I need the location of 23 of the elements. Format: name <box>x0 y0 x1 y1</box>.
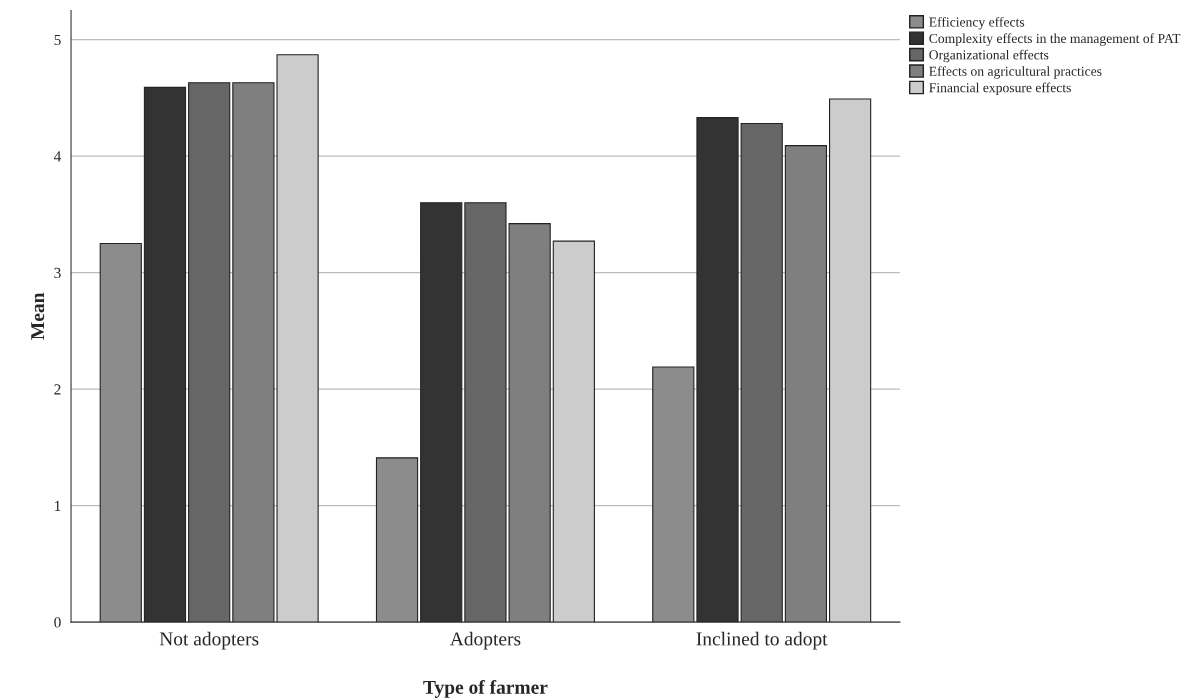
y-tick-label: 3 <box>54 267 61 279</box>
legend-label: Efficiency effects <box>929 16 1025 30</box>
x-tick-label: Inclined to adopt <box>696 631 828 650</box>
bar <box>188 82 231 623</box>
legend-label: Organizational effects <box>929 49 1049 63</box>
bar <box>552 240 595 623</box>
y-tick-label: 0 <box>54 617 61 628</box>
bar <box>784 145 828 623</box>
y-tick-label: 1 <box>55 500 61 511</box>
x-axis-title: Type of farmer <box>423 680 548 698</box>
y-tick-label: 5 <box>54 34 61 46</box>
legend-label: Complexity effects in the management of PAT <box>929 33 1181 46</box>
y-tick-label: 2 <box>54 384 61 395</box>
legend-label: Financial exposure effects <box>929 82 1071 96</box>
x-tick-label: Adopters <box>449 631 521 650</box>
bar <box>99 242 142 623</box>
bar <box>375 457 419 623</box>
bar <box>740 122 783 623</box>
y-tick-label: 4 <box>53 151 62 162</box>
bar <box>829 98 872 623</box>
legend-label: Effects on agricultural practices <box>929 66 1102 79</box>
x-tick-label: Not adopters <box>159 631 259 650</box>
y-axis-title: Mean <box>31 292 45 340</box>
